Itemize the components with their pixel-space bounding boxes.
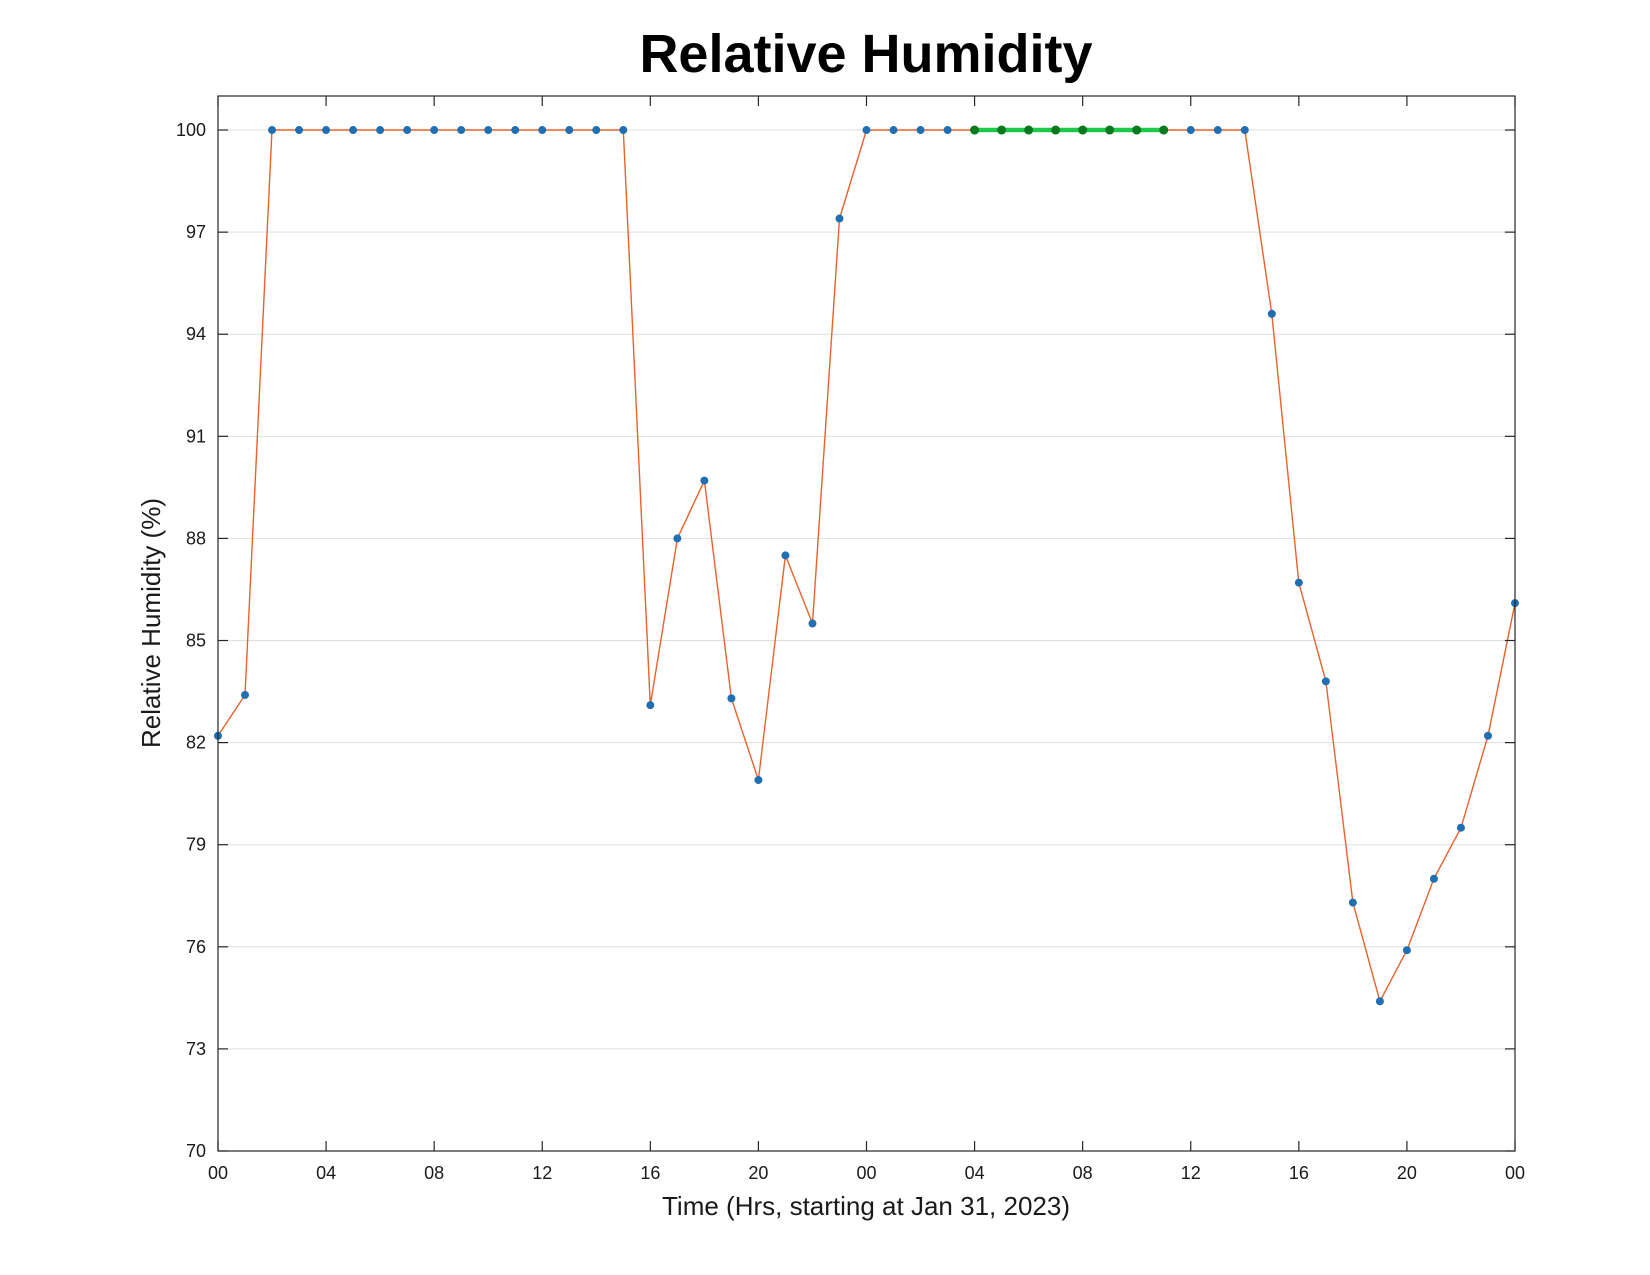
data-point [754,776,763,785]
x-tick-label: 00 [208,1163,228,1183]
data-point [592,126,601,135]
x-tick-label: 12 [532,1163,552,1183]
data-point [1105,125,1115,135]
x-tick-label: 00 [856,1163,876,1183]
y-tick-label: 76 [186,937,206,957]
x-tick-label: 16 [1289,1163,1309,1183]
data-point [916,126,925,135]
x-tick-label: 04 [316,1163,336,1183]
x-tick-label: 20 [1397,1163,1417,1183]
y-tick-label: 82 [186,733,206,753]
data-point [457,126,466,135]
data-point [889,126,898,135]
x-tick-label: 08 [1073,1163,1093,1183]
x-tick-label: 04 [965,1163,985,1183]
data-point [1132,125,1142,135]
x-axis-label: Time (Hrs, starting at Jan 31, 2023) [662,1191,1070,1221]
data-point [1456,823,1465,832]
data-point [241,690,250,699]
y-tick-label: 91 [186,426,206,446]
data-point [430,126,439,135]
data-point [1375,997,1384,1006]
data-point [1051,125,1061,135]
data-point [1294,578,1303,587]
data-point [295,126,304,135]
grid-lines [218,129,1515,1152]
data-point [646,701,655,710]
y-tick-label: 97 [186,222,206,242]
data-point [1483,731,1492,740]
data-point [268,126,277,135]
data-point [484,126,493,135]
data-point [997,125,1007,135]
x-tick-label: 00 [1505,1163,1525,1183]
x-tick-label: 08 [424,1163,444,1183]
data-point [376,126,385,135]
y-tick-label: 88 [186,528,206,548]
data-point [565,126,574,135]
data-point [970,125,980,135]
y-tick-label: 94 [186,324,206,344]
x-tick-label: 12 [1181,1163,1201,1183]
x-tick-label: 20 [748,1163,768,1183]
data-point [511,126,520,135]
data-point [1429,874,1438,883]
plot-frame [217,95,1516,1152]
y-tick-label: 100 [176,120,206,140]
data-point [727,694,736,703]
chart-title: Relative Humidity [639,24,1092,84]
y-axis-label: Relative Humidity (%) [136,498,166,748]
axis-ticks: 70 73 76 79 82 85 88 91 94 97 100 00 04 08 12 16 20 00 04 0… [176,96,1525,1183]
data-point [1024,125,1034,135]
data-point [349,126,358,135]
data-point [1321,677,1330,686]
data-point [781,551,790,560]
x-tick-label: 16 [640,1163,660,1183]
data-point [808,619,817,628]
data-point [673,534,682,543]
data-point [1348,898,1357,907]
data-point [943,126,952,135]
data-point [403,126,412,135]
series-1-line [217,129,1516,1002]
y-tick-label: 73 [186,1039,206,1059]
plot-series [214,125,1519,1006]
data-point [1402,946,1411,955]
data-point [1240,126,1249,135]
data-point [619,126,628,135]
data-point [322,126,331,135]
data-point [862,126,871,135]
data-point [538,126,547,135]
data-point [1213,126,1222,135]
y-tick-label: 70 [186,1141,206,1161]
data-point [835,214,844,223]
data-point [1159,125,1169,135]
data-point [1267,309,1276,318]
y-tick-label: 79 [186,835,206,855]
y-tick-label: 85 [186,631,206,651]
data-point [1078,125,1088,135]
data-point [700,476,709,485]
data-point [1186,126,1195,135]
